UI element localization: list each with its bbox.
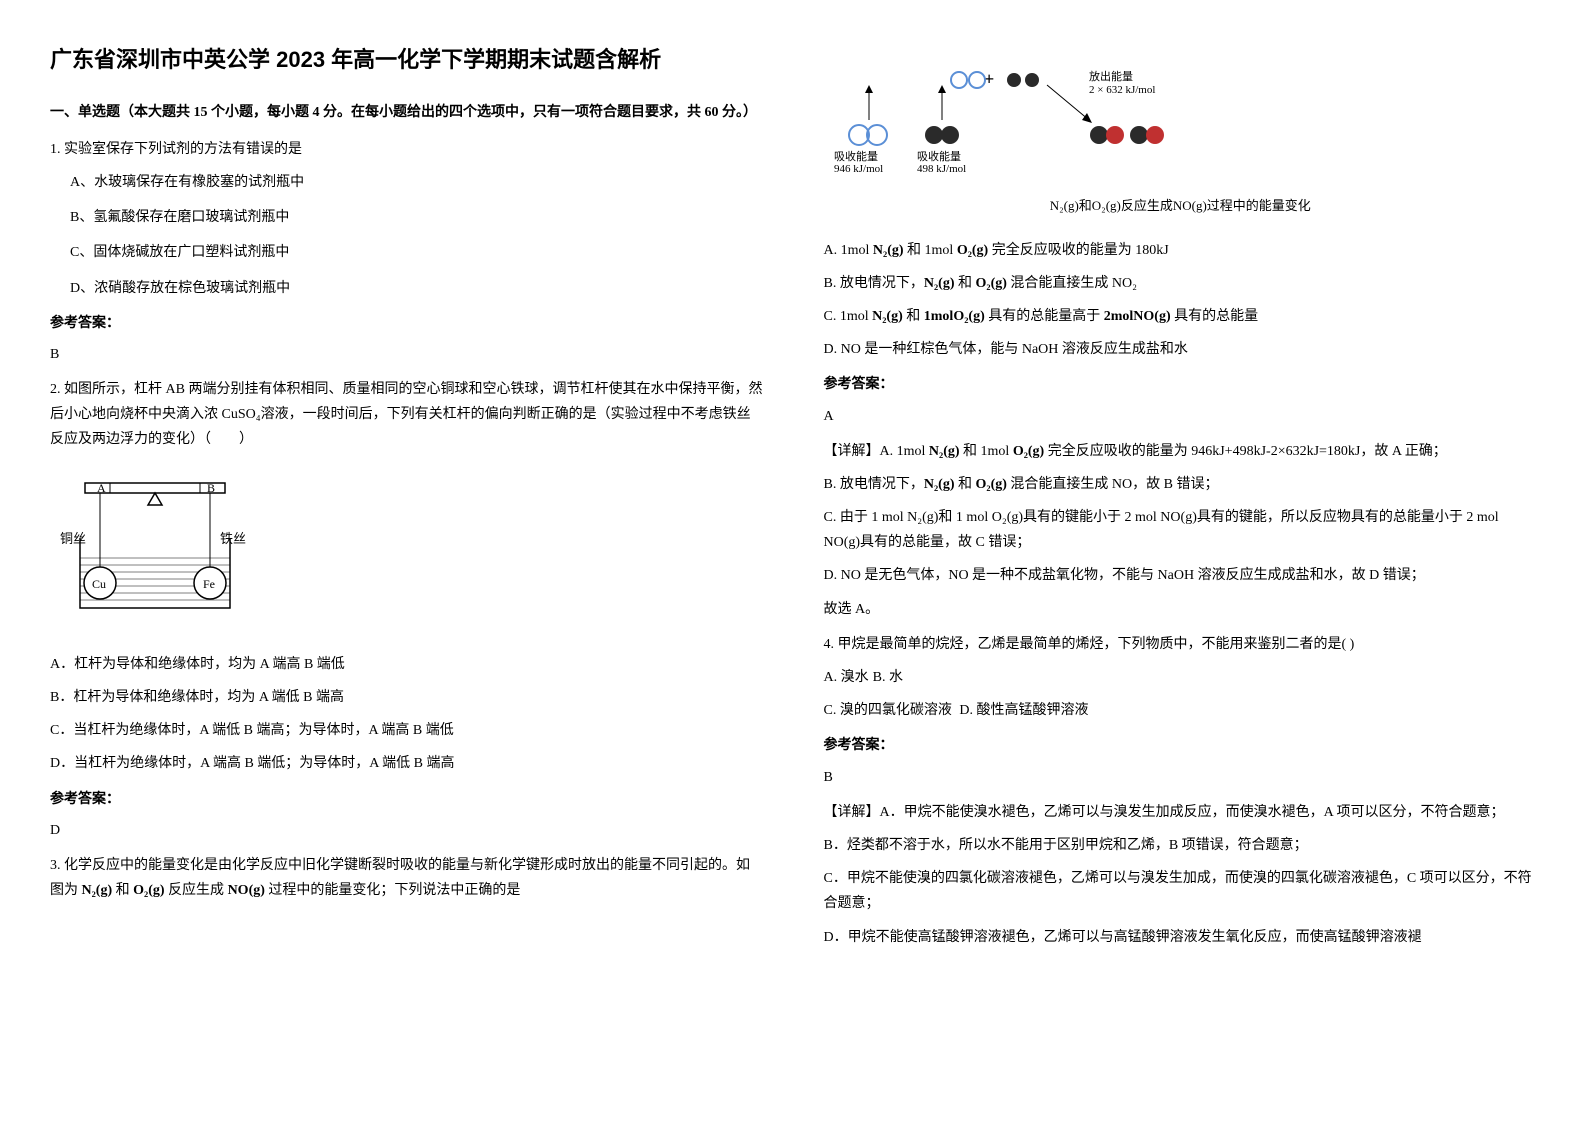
q2-text: 2. 如图所示，杠杆 AB 两端分别挂有体积相同、质量相同的空心铜球和空心铁球，… [50, 377, 764, 453]
q1-answer-label: 参考答案： [50, 311, 764, 336]
energy-caption: N₂(g)和O₂(g)反应生成NO(g)过程中的能量变化 [829, 194, 1533, 217]
q4-option-d: D. 酸性高锰酸钾溶液 [959, 698, 1088, 723]
q2-option-c: C．当杠杆为绝缘体时，A 端低 B 端高；为导体时，A 端高 B 端低 [50, 718, 764, 743]
question-3-intro: 3. 化学反应中的能量变化是由化学反应中旧化学键断裂时吸收的能量与新化学键形成时… [50, 853, 764, 903]
label-a: A [97, 481, 106, 495]
label-b: B [207, 481, 215, 495]
q1-option-c: C、固体烧碱放在广口塑料试剂瓶中 [70, 240, 764, 265]
label-fe-wire: 铁丝 [220, 531, 246, 546]
q3-f-o2: O₂(g) [133, 883, 164, 898]
q1-text: 1. 实验室保存下列试剂的方法有错误的是 [50, 137, 764, 162]
energy-diagram: + 吸收能量 946 kJ/mol 吸收能量 498 kJ/mol 放出能量 2… [824, 55, 1538, 223]
q3-t4: 过程中的能量变化；下列说法中正确的是 [268, 883, 520, 898]
question-4: 4. 甲烷是最简单的烷烃，乙烯是最简单的烯烃，下列物质中，不能用来鉴别二者的是(… [824, 632, 1538, 950]
left-column: 广东省深圳市中英公学 2023 年高一化学下学期期末试题含解析 一、单选题（本大… [0, 0, 794, 1000]
exam-title: 广东省深圳市中英公学 2023 年高一化学下学期期末试题含解析 [50, 40, 764, 80]
question-2: 2. 如图所示，杠杆 AB 两端分别挂有体积相同、质量相同的空心铜球和空心铁球，… [50, 377, 764, 843]
label-cu: Cu [92, 577, 106, 591]
q3-text: 3. 化学反应中的能量变化是由化学反应中旧化学键断裂时吸收的能量与新化学键形成时… [50, 853, 764, 903]
svg-text:498 kJ/mol: 498 kJ/mol [917, 163, 966, 175]
q4-answer-label: 参考答案： [824, 733, 1538, 758]
q4-row1: A. 溴水B. 水 [824, 665, 1538, 690]
q3-f-n2: N₂(g) [82, 883, 113, 898]
q4-answer: B [824, 765, 1538, 790]
q2-option-a: A．杠杆为导体和绝缘体时，均为 A 端高 B 端低 [50, 652, 764, 677]
energy-svg: + 吸收能量 946 kJ/mol 吸收能量 498 kJ/mol 放出能量 2… [829, 60, 1209, 180]
q3-opt-c: C. 1mol N₂(g) 和 1molO₂(g) 具有的总能量高于 2molN… [824, 304, 1538, 329]
lever-svg: A B 铜丝 铁丝 [55, 473, 255, 623]
absorb-mid-label: 吸收能量 [917, 149, 961, 163]
q3-f-no: NO(g) [228, 883, 265, 898]
q4-exp-c: C．甲烷不能使溴的四氯化碳溶液褪色，乙烯可以与溴发生加成，而使溴的四氯化碳溶液褪… [824, 866, 1538, 916]
label-cu-wire: 铜丝 [60, 531, 86, 546]
q2-option-b: B．杠杆为导体和绝缘体时，均为 A 端低 B 端高 [50, 685, 764, 710]
q3-exp-d: D. NO 是无色气体，NO 是一种不成盐氧化物，不能与 NaOH 溶液反应生成… [824, 563, 1538, 588]
release-label: 放出能量 [1089, 69, 1133, 83]
right-column: + 吸收能量 946 kJ/mol 吸收能量 498 kJ/mol 放出能量 2… [794, 0, 1587, 1000]
q3-t3: 反应生成 [168, 883, 224, 898]
question-3-options: A. 1mol N₂(g) 和 1mol O₂(g) 完全反应吸收的能量为 18… [824, 238, 1538, 622]
q4-exp-b: B．烃类都不溶于水，所以水不能用于区别甲烷和乙烯，B 项错误，符合题意； [824, 833, 1538, 858]
absorb-left-label: 吸收能量 [834, 149, 878, 163]
q3-exp-b: B. 放电情况下，N₂(g) 和 O₂(g) 混合能直接生成 NO，故 B 错误… [824, 472, 1538, 497]
q1-option-d: D、浓硝酸存放在棕色玻璃试剂瓶中 [70, 276, 764, 301]
q1-option-b: B、氢氟酸保存在磨口玻璃试剂瓶中 [70, 205, 764, 230]
q3-exp-c: C. 由于 1 mol N₂(g)和 1 mol O₂(g)具有的键能小于 2 … [824, 505, 1538, 555]
q3-exp-a: 【详解】A. 1mol N₂(g) 和 1mol O₂(g) 完全反应吸收的能量… [824, 439, 1538, 464]
question-1: 1. 实验室保存下列试剂的方法有错误的是 A、水玻璃保存在有橡胶塞的试剂瓶中 B… [50, 137, 764, 367]
q4-text: 4. 甲烷是最简单的烷烃，乙烯是最简单的烯烃，下列物质中，不能用来鉴别二者的是(… [824, 632, 1538, 657]
q3-exp-conclusion: 故选 A。 [824, 597, 1538, 622]
q4-row2: C. 溴的四氯化碳溶液 D. 酸性高锰酸钾溶液 [824, 698, 1538, 723]
q3-answer: A [824, 404, 1538, 429]
svg-text:2 × 632 kJ/mol: 2 × 632 kJ/mol [1089, 84, 1155, 96]
q3-opt-d: D. NO 是一种红棕色气体，能与 NaOH 溶液反应生成盐和水 [824, 337, 1538, 362]
svg-text:946 kJ/mol: 946 kJ/mol [834, 163, 883, 175]
q4-option-a: A. 溴水 [824, 665, 869, 690]
q3-answer-label: 参考答案： [824, 372, 1538, 397]
q4-exp-d: D．甲烷不能使高锰酸钾溶液褪色，乙烯可以与高锰酸钾溶液发生氧化反应，而使高锰酸钾… [824, 925, 1538, 950]
q2-answer: D [50, 818, 764, 843]
q3-opt-a: A. 1mol N₂(g) 和 1mol O₂(g) 完全反应吸收的能量为 18… [824, 238, 1538, 263]
q3-opt-b: B. 放电情况下，N₂(g) 和 O₂(g) 混合能直接生成 NO₂ [824, 271, 1538, 296]
section-header: 一、单选题（本大题共 15 个小题，每小题 4 分。在每小题给出的四个选项中，只… [50, 100, 764, 125]
q1-option-a: A、水玻璃保存在有橡胶塞的试剂瓶中 [70, 170, 764, 195]
label-fe: Fe [203, 577, 215, 591]
q3-t2: 和 [116, 883, 130, 898]
q4-exp-a: 【详解】A．甲烷不能使溴水褪色，乙烯可以与溴发生加成反应，而使溴水褪色，A 项可… [824, 800, 1538, 825]
q2-option-d: D．当杠杆为绝缘体时，A 端高 B 端低；为导体时，A 端低 B 端高 [50, 751, 764, 776]
q4-option-b: B. 水 [873, 665, 903, 690]
q2-answer-label: 参考答案： [50, 787, 764, 812]
q4-option-c: C. 溴的四氯化碳溶液 [824, 698, 952, 723]
q1-answer: B [50, 342, 764, 367]
q1-options: A、水玻璃保存在有橡胶塞的试剂瓶中 B、氢氟酸保存在磨口玻璃试剂瓶中 C、固体烧… [70, 170, 764, 301]
q2-diagram: A B 铜丝 铁丝 [50, 468, 764, 637]
